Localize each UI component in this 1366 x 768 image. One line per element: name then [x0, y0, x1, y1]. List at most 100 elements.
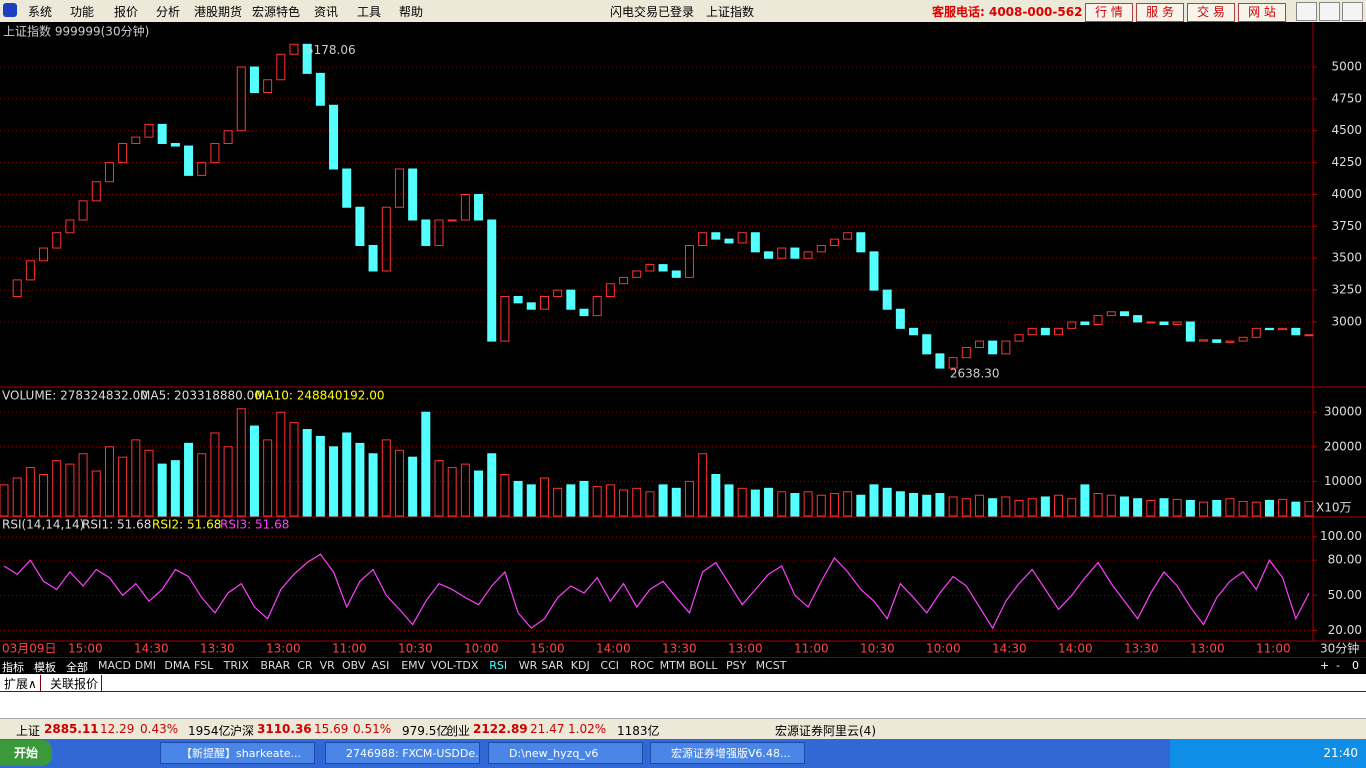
indicator-tab[interactable]: VR	[319, 659, 335, 672]
indicator-tab[interactable]: DMI	[134, 659, 157, 672]
candle	[1238, 336, 1248, 342]
candle	[988, 340, 998, 355]
indicator-tab[interactable]: ASI	[371, 659, 390, 672]
menu-item[interactable]: 帮助	[399, 5, 424, 19]
volume-bar	[1159, 498, 1169, 517]
volume-bar	[1080, 484, 1090, 517]
menu-item[interactable]: 港股期货	[194, 5, 243, 19]
indicator-tab[interactable]: ROC	[630, 659, 654, 672]
volume-bar	[236, 408, 246, 517]
indicator-tab[interactable]: KDJ	[570, 659, 590, 672]
tab-control[interactable]: +	[1320, 659, 1330, 672]
window-button[interactable]	[1342, 2, 1363, 21]
volume-bar	[210, 432, 220, 517]
indicator-tab[interactable]: MCST	[755, 659, 787, 672]
status-item: 1954亿	[188, 724, 231, 738]
candle	[1212, 339, 1222, 343]
candle	[790, 247, 800, 259]
candle	[1185, 321, 1195, 342]
menu-item[interactable]: 工具	[357, 5, 382, 19]
indicator-tab[interactable]: DMA	[164, 659, 190, 672]
task-button[interactable]: D:\new_hyzq_v6	[488, 742, 643, 764]
volume-bar	[421, 411, 431, 517]
indicator-tab[interactable]: OBV	[342, 659, 366, 672]
candle	[1225, 340, 1235, 343]
indicator-tab[interactable]: TRIX	[223, 659, 249, 672]
status-item: 979.5亿	[402, 724, 449, 738]
indicator-tab[interactable]: 指标	[2, 661, 24, 674]
volume-bar	[170, 460, 180, 517]
y-tick-label: 20000	[1324, 439, 1362, 453]
indicator-tab[interactable]: BRAR	[260, 659, 291, 672]
top-button[interactable]: 网 站	[1238, 3, 1286, 22]
indicator-tab[interactable]: PSY	[726, 659, 747, 672]
volume-bar	[381, 439, 391, 517]
indicator-tab[interactable]: MACD	[98, 659, 131, 672]
volume-bar	[619, 489, 629, 517]
candle	[553, 289, 563, 297]
max-annotation: 5178.06	[306, 43, 356, 57]
indicator-tab[interactable]: SAR	[541, 659, 564, 672]
menu-item[interactable]: 功能	[70, 5, 95, 19]
period-label: 30分钟	[1320, 641, 1359, 656]
start-button[interactable]: 开始	[0, 740, 52, 766]
menu-item[interactable]: 宏源特色	[252, 5, 301, 19]
top-button[interactable]: 行 情	[1085, 3, 1133, 22]
tab-control[interactable]: 0	[1352, 659, 1359, 672]
indicator-tab[interactable]: 全部	[66, 661, 88, 674]
task-button[interactable]: 宏源证券增强版V6.48...	[650, 742, 805, 764]
top-button[interactable]: 服 务	[1136, 3, 1184, 22]
indicator-tab[interactable]: CR	[297, 659, 313, 672]
candle	[777, 247, 787, 259]
status-item: 1.02%	[568, 722, 607, 736]
indicator-tab[interactable]: FSL	[194, 659, 214, 672]
candle	[184, 145, 194, 176]
volume-bar	[1146, 499, 1156, 517]
candle	[408, 168, 418, 221]
ext-tab[interactable]: 关联报价	[47, 675, 103, 692]
window-button[interactable]	[1296, 2, 1317, 21]
volume-bar	[1199, 501, 1209, 517]
indicator-tab[interactable]: VOL-TDX	[430, 659, 479, 672]
candle	[223, 130, 233, 144]
volume-bar	[289, 422, 299, 517]
candle	[474, 193, 484, 221]
top-button[interactable]: 交 易	[1187, 3, 1235, 22]
candle	[144, 123, 154, 138]
candle	[1106, 311, 1116, 317]
volume-bar	[1054, 494, 1064, 517]
ext-tab[interactable]: 扩展∧	[1, 675, 41, 692]
candle	[249, 66, 259, 94]
menu-item[interactable]: 报价	[114, 5, 139, 19]
tab-control[interactable]: -	[1336, 659, 1340, 672]
indicator-tab[interactable]: MTM	[659, 659, 686, 672]
volume-bar	[0, 484, 9, 517]
volume-bar	[52, 460, 62, 517]
task-button[interactable]: 2746988: FXCM-USDDe...	[325, 742, 480, 764]
volume-bar	[394, 449, 404, 517]
volume-bar	[724, 484, 734, 517]
indicator-tab[interactable]: RSI	[489, 659, 508, 672]
indicator-tab[interactable]: WR	[518, 659, 538, 672]
indicator-tab[interactable]: 模板	[34, 661, 56, 674]
volume-bar	[1106, 494, 1116, 517]
x-tick-label: 13:00	[728, 642, 763, 656]
volume-bar	[434, 460, 444, 517]
volume-bar	[539, 477, 549, 517]
menu-item[interactable]: 系统	[28, 5, 53, 19]
menu-item[interactable]: 分析	[156, 5, 181, 19]
candle	[1159, 321, 1169, 326]
volume-bar	[1238, 500, 1248, 517]
volume-bar	[1264, 499, 1274, 517]
candle	[658, 264, 668, 272]
indicator-tab[interactable]: CCI	[600, 659, 619, 672]
volume-bar	[12, 477, 22, 517]
menu-item[interactable]: 资讯	[314, 5, 339, 19]
candle	[289, 43, 299, 55]
indicator-tab[interactable]: EMV	[401, 659, 426, 672]
candle	[52, 232, 62, 249]
status-item: 2885.11	[44, 722, 99, 736]
task-button[interactable]: 【新提醒】sharkeate...	[160, 742, 315, 764]
indicator-tab[interactable]: BOLL	[689, 659, 718, 672]
window-button[interactable]	[1319, 2, 1340, 21]
